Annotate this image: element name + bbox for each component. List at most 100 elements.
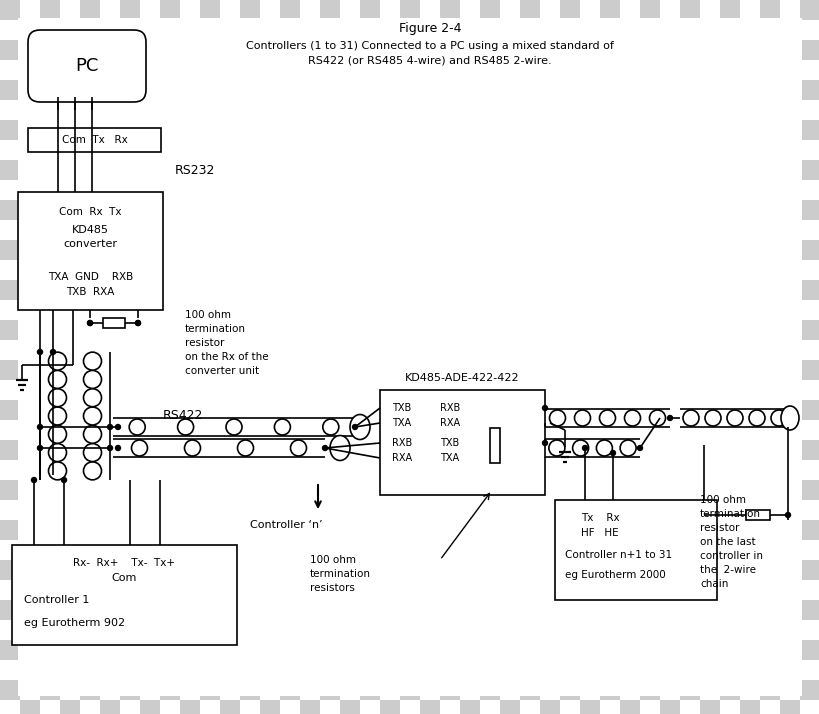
- Bar: [400, 120, 419, 140]
- Bar: [279, 40, 300, 60]
- Bar: [400, 420, 419, 440]
- Bar: [279, 420, 300, 440]
- Bar: [639, 580, 659, 600]
- Bar: [60, 460, 80, 480]
- Bar: [319, 300, 340, 320]
- Bar: [80, 580, 100, 600]
- Bar: [100, 360, 120, 380]
- Bar: [0, 480, 20, 500]
- Bar: [440, 20, 459, 40]
- Circle shape: [549, 410, 565, 426]
- Bar: [419, 200, 440, 220]
- Bar: [559, 440, 579, 460]
- Text: RS232: RS232: [174, 164, 215, 176]
- Bar: [140, 140, 160, 160]
- Bar: [340, 640, 360, 660]
- Bar: [20, 440, 40, 460]
- Bar: [719, 440, 739, 460]
- Bar: [300, 120, 319, 140]
- Bar: [80, 540, 100, 560]
- Bar: [659, 640, 679, 660]
- Bar: [60, 180, 80, 200]
- Bar: [739, 640, 759, 660]
- Bar: [459, 140, 479, 160]
- Bar: [260, 660, 279, 680]
- Bar: [699, 620, 719, 640]
- Bar: [400, 480, 419, 500]
- Bar: [739, 560, 759, 580]
- Bar: [500, 300, 519, 320]
- Bar: [699, 200, 719, 220]
- Bar: [619, 420, 639, 440]
- Bar: [360, 400, 379, 420]
- Bar: [219, 460, 240, 480]
- Bar: [100, 140, 120, 160]
- Bar: [300, 180, 319, 200]
- Bar: [419, 480, 440, 500]
- Bar: [20, 380, 40, 400]
- Bar: [559, 640, 579, 660]
- Circle shape: [542, 406, 547, 411]
- Text: converter unit: converter unit: [185, 366, 259, 376]
- Bar: [279, 600, 300, 620]
- Bar: [600, 320, 619, 340]
- Bar: [160, 640, 180, 660]
- Bar: [699, 480, 719, 500]
- Text: on the last: on the last: [699, 537, 754, 547]
- Bar: [519, 560, 540, 580]
- Bar: [20, 80, 40, 100]
- Bar: [500, 100, 519, 120]
- Bar: [639, 440, 659, 460]
- Bar: [739, 600, 759, 620]
- Bar: [779, 700, 799, 714]
- Bar: [500, 200, 519, 220]
- Bar: [379, 300, 400, 320]
- Bar: [140, 660, 160, 680]
- Bar: [60, 580, 80, 600]
- Bar: [260, 620, 279, 640]
- Bar: [779, 440, 799, 460]
- Bar: [459, 700, 479, 714]
- Bar: [360, 0, 379, 20]
- Bar: [300, 540, 319, 560]
- Bar: [80, 180, 100, 200]
- Bar: [400, 540, 419, 560]
- Bar: [60, 480, 80, 500]
- Bar: [40, 80, 60, 100]
- Bar: [559, 300, 579, 320]
- Bar: [639, 540, 659, 560]
- Bar: [140, 340, 160, 360]
- Bar: [379, 360, 400, 380]
- Bar: [240, 200, 260, 220]
- Bar: [80, 320, 100, 340]
- Bar: [440, 440, 459, 460]
- Bar: [219, 20, 240, 40]
- Bar: [419, 660, 440, 680]
- Circle shape: [48, 426, 66, 443]
- Bar: [379, 40, 400, 60]
- Bar: [20, 220, 40, 240]
- Bar: [120, 300, 140, 320]
- Bar: [300, 380, 319, 400]
- Bar: [679, 40, 699, 60]
- Bar: [419, 600, 440, 620]
- Bar: [419, 460, 440, 480]
- Bar: [419, 340, 440, 360]
- Bar: [779, 200, 799, 220]
- Bar: [500, 60, 519, 80]
- Bar: [699, 340, 719, 360]
- Bar: [600, 640, 619, 660]
- Bar: [140, 220, 160, 240]
- Bar: [799, 200, 819, 220]
- Bar: [659, 420, 679, 440]
- Bar: [759, 640, 779, 660]
- Bar: [639, 180, 659, 200]
- Bar: [500, 180, 519, 200]
- Bar: [60, 20, 80, 40]
- Bar: [559, 260, 579, 280]
- Bar: [160, 0, 180, 20]
- Bar: [200, 360, 219, 380]
- Bar: [779, 100, 799, 120]
- Bar: [519, 0, 540, 20]
- Bar: [180, 620, 200, 640]
